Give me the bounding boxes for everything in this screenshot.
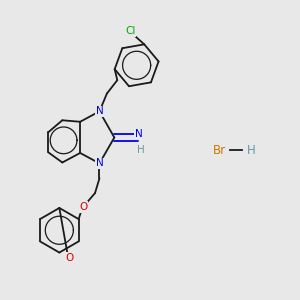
Text: N: N	[96, 106, 103, 116]
Text: H: H	[247, 143, 255, 157]
Text: H: H	[136, 145, 144, 155]
Text: O: O	[66, 253, 74, 262]
Text: N: N	[96, 158, 103, 168]
Text: Br: Br	[213, 143, 226, 157]
Text: N: N	[135, 129, 142, 139]
Text: O: O	[79, 202, 87, 212]
Text: Cl: Cl	[125, 26, 136, 36]
